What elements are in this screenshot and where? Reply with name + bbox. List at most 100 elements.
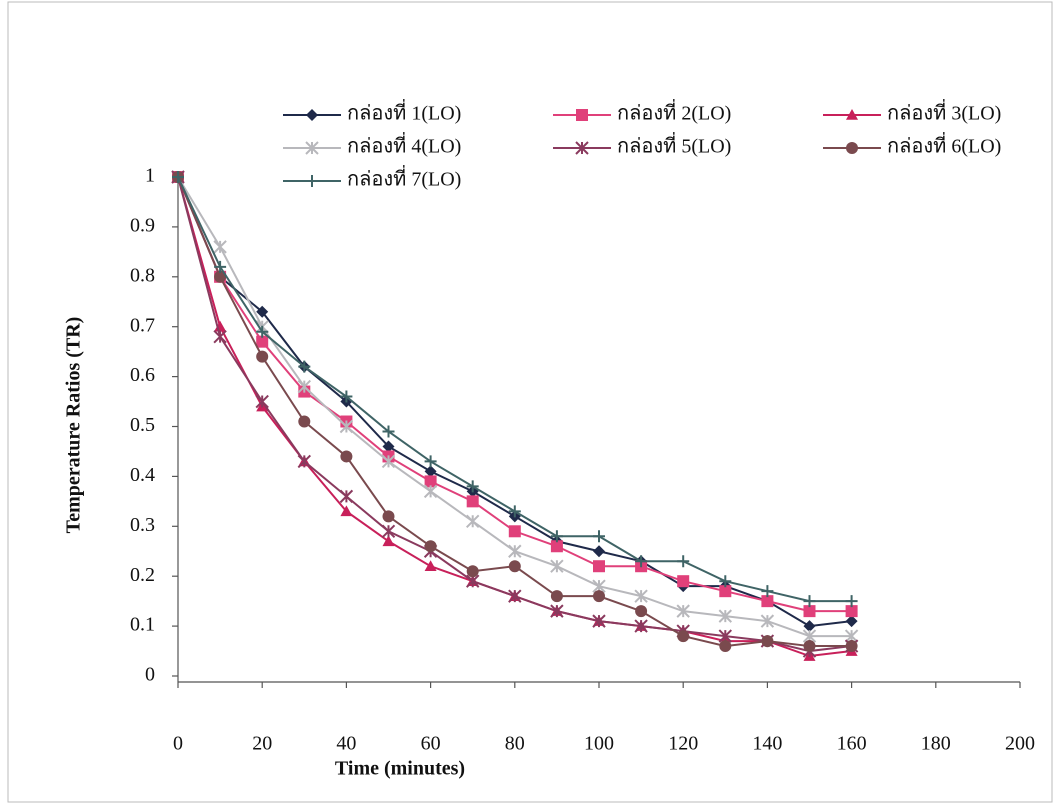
marker bbox=[297, 379, 312, 394]
marker bbox=[382, 425, 395, 438]
marker bbox=[550, 590, 563, 603]
marker bbox=[508, 505, 521, 518]
marker bbox=[214, 260, 227, 273]
marker bbox=[424, 540, 437, 553]
marker bbox=[677, 575, 690, 588]
marker bbox=[803, 640, 816, 653]
series-line bbox=[177, 176, 852, 603]
y-tick-label: 0.3 bbox=[130, 514, 155, 536]
series-line bbox=[177, 176, 852, 653]
x-tick-label: 160 bbox=[837, 733, 867, 755]
marker bbox=[340, 450, 353, 463]
marker bbox=[635, 555, 648, 568]
x-axis-label: Time (minutes) bbox=[335, 758, 465, 780]
legend-label: กล่องที่ 1(LO) bbox=[347, 99, 461, 125]
marker bbox=[845, 605, 858, 618]
marker bbox=[845, 640, 858, 653]
x-tick-label: 100 bbox=[584, 733, 614, 755]
y-tick-label: 0.5 bbox=[130, 414, 155, 436]
marker bbox=[719, 575, 732, 588]
y-tick-label: 0.4 bbox=[130, 464, 155, 486]
marker bbox=[635, 605, 648, 618]
legend-label: กล่องที่ 3(LO) bbox=[887, 99, 1001, 125]
marker bbox=[508, 544, 522, 558]
marker bbox=[339, 419, 354, 434]
marker bbox=[213, 329, 227, 344]
marker bbox=[593, 545, 605, 558]
marker bbox=[424, 560, 437, 572]
marker bbox=[465, 514, 480, 529]
x-tick-label: 60 bbox=[421, 733, 441, 755]
x-tick-label: 200 bbox=[1005, 733, 1035, 755]
marker bbox=[382, 440, 395, 453]
x-tick-label: 120 bbox=[668, 733, 698, 755]
legend-marker bbox=[846, 142, 858, 154]
legend-label: กล่องที่ 6(LO) bbox=[887, 132, 1001, 158]
marker bbox=[634, 619, 648, 633]
marker bbox=[424, 475, 437, 488]
marker bbox=[381, 454, 396, 469]
legend-label: กล่องที่ 4(LO) bbox=[347, 132, 461, 158]
marker bbox=[256, 350, 269, 363]
marker bbox=[423, 484, 438, 499]
legend-marker bbox=[306, 175, 318, 187]
frame bbox=[7, 1, 1053, 803]
y-tick-label: 0.7 bbox=[130, 314, 155, 336]
x-tick-label: 40 bbox=[336, 733, 356, 755]
legend-marker bbox=[576, 109, 588, 121]
marker bbox=[424, 455, 437, 468]
marker bbox=[550, 604, 564, 618]
marker bbox=[508, 525, 521, 538]
marker bbox=[593, 530, 605, 543]
x-tick-label: 20 bbox=[252, 733, 272, 755]
marker bbox=[508, 589, 522, 603]
legend-label: กล่องที่ 5(LO) bbox=[617, 132, 731, 158]
marker bbox=[466, 480, 479, 493]
y-tick-label: 0.6 bbox=[130, 364, 155, 386]
marker bbox=[508, 560, 521, 573]
legend-marker bbox=[306, 109, 318, 121]
marker bbox=[592, 614, 606, 628]
marker bbox=[677, 555, 690, 568]
y-axis-label: Temperature Ratios (TR) bbox=[63, 317, 85, 534]
marker bbox=[718, 609, 733, 623]
x-tick-label: 80 bbox=[505, 733, 525, 755]
marker bbox=[761, 595, 774, 608]
marker bbox=[803, 595, 816, 608]
legend-marker bbox=[846, 109, 858, 120]
marker bbox=[550, 530, 563, 543]
y-tick-label: 0.2 bbox=[130, 564, 155, 586]
marker bbox=[466, 495, 479, 508]
marker bbox=[213, 240, 227, 254]
marker bbox=[719, 640, 732, 653]
marker bbox=[382, 510, 395, 523]
x-tick-label: 140 bbox=[752, 733, 782, 755]
marker bbox=[256, 305, 269, 318]
y-tick-label: 0.8 bbox=[130, 264, 155, 286]
marker bbox=[339, 489, 354, 504]
marker bbox=[593, 590, 605, 603]
x-tick-label: 180 bbox=[921, 733, 951, 755]
y-tick-label: 1 bbox=[145, 165, 155, 187]
marker bbox=[424, 465, 437, 478]
y-tick-label: 0 bbox=[145, 664, 155, 686]
legend-label: กล่องที่ 7(LO) bbox=[347, 165, 461, 191]
marker bbox=[466, 565, 479, 578]
marker bbox=[256, 335, 269, 348]
legend-label: กล่องที่ 2(LO) bbox=[617, 99, 731, 125]
marker bbox=[172, 171, 184, 183]
marker bbox=[297, 454, 312, 469]
series-line bbox=[177, 176, 852, 628]
series-line bbox=[177, 176, 852, 658]
marker bbox=[634, 589, 648, 603]
legend-marker bbox=[305, 141, 319, 155]
marker bbox=[381, 524, 396, 538]
marker bbox=[719, 585, 732, 598]
legend-marker bbox=[575, 141, 589, 155]
marker bbox=[761, 635, 774, 648]
marker bbox=[593, 560, 605, 573]
marker bbox=[340, 390, 353, 403]
marker bbox=[803, 605, 816, 618]
marker bbox=[340, 505, 353, 517]
